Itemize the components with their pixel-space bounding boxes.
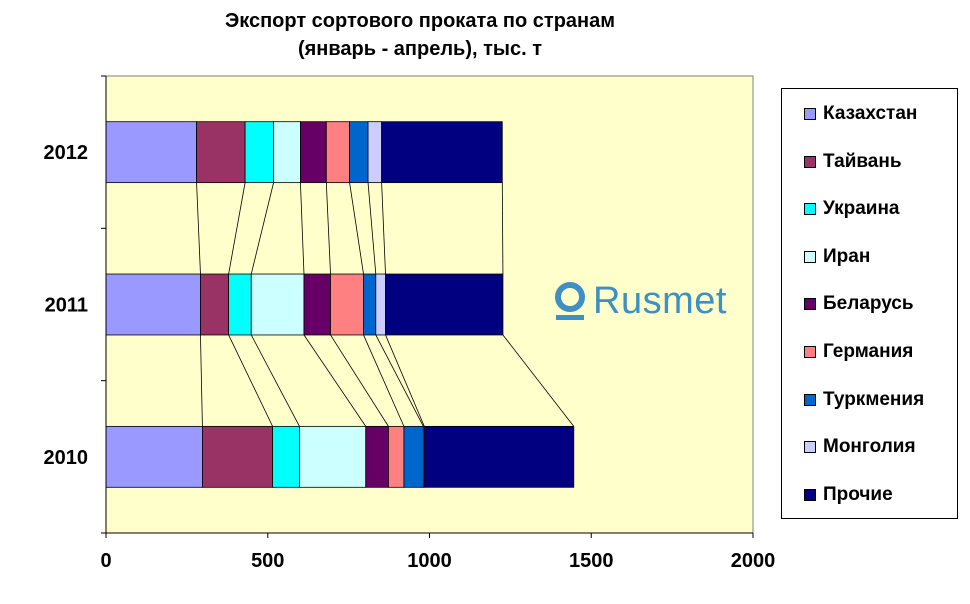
x-tick-label: 1500 [569,550,614,572]
bar-2010-series-5 [388,425,405,488]
series-line-2 [250,334,300,427]
legend-label: Германия [823,341,914,362]
legend-item: Германия [804,340,913,364]
legend-label: Украина [823,198,900,220]
legend: Казахстан Тайвань Украина Иран Беларусь Герма… [781,88,958,519]
series-line-7 [381,182,386,275]
series-line-6 [367,182,377,275]
legend-label: Тайвань [823,150,902,172]
bar-2011-series-3 [250,273,305,336]
legend-swatch [804,441,816,454]
series-line-8 [501,182,504,275]
series-line-0 [196,182,201,275]
legend-swatch [804,250,816,263]
bar-2012-series-0 [105,121,197,184]
bar-2010-series-4 [365,425,389,488]
bar-2010-series-0 [105,425,203,488]
series-line-5 [363,334,405,427]
legend-item: Украина [804,197,900,221]
x-axis-labels: 0 500 1000 1500 2000 [100,550,775,572]
legend-item: Иран [804,245,870,269]
rusmet-logo-icon [555,281,585,320]
legend-swatch [804,298,816,311]
bar-2011-series-5 [330,273,364,336]
bar-2012-series-7 [367,121,383,184]
legend-label: Туркмения [823,388,925,410]
bar-2010-series-6 [403,425,424,488]
legend-swatch [804,393,816,406]
bar-2012-series-8 [381,121,503,184]
series-line-6 [375,334,424,427]
legend-item: Казахстан [804,102,917,126]
logo-text: Rusmet [593,280,727,322]
y-tick-label: 2010 [44,447,89,469]
legend-item: Тайвань [804,150,902,174]
x-axis-ticks [105,533,754,538]
bar-2012-series-6 [349,121,369,184]
legend-label: Монголия [823,436,916,458]
bar-2012-series-3 [273,121,301,184]
bar-2010-series-3 [299,425,367,488]
series-line-2 [250,182,274,275]
series-line-3 [300,182,305,275]
y-axis-labels: 2012 2011 2010 [44,142,89,469]
series-line-0 [200,334,203,427]
bar-2010-series-1 [202,425,274,488]
x-tick-label: 500 [251,550,284,572]
bar-2011-series-4 [303,273,331,336]
chart-subtitle: (январь - апрель), тыс. т [297,38,543,60]
bar-2011-series-6 [363,273,377,336]
bar-2012-series-1 [196,121,246,184]
series-line-7 [385,334,425,427]
legend-item: Прочие [804,483,893,507]
legend-item: Беларусь [804,292,914,316]
series-line-1 [228,182,246,275]
legend-label: Иран [823,245,871,267]
bar-2012-series-4 [300,121,327,184]
bar-2012-series-2 [244,121,274,184]
y-tick-label: 2011 [45,295,88,317]
series-line-4 [330,334,389,427]
x-tick-label: 2000 [731,550,776,572]
series-line-1 [228,334,273,427]
y-axis-ticks [101,75,106,534]
bars [105,121,575,488]
series-line-5 [349,182,364,275]
series-line-8 [502,334,575,427]
legend-label: Прочие [823,483,893,505]
legend-label: Беларусь [823,293,914,315]
legend-swatch [804,108,816,120]
legend-swatch [804,203,816,216]
bar-2010-series-2 [272,425,300,488]
legend-item: Туркмения [804,388,924,412]
bar-2011-series-1 [200,273,230,336]
chart-title: Экспорт сортового проката по странам [224,10,616,32]
connector-lines [196,182,575,427]
legend-label: Казахстан [823,103,918,124]
bar-2010-series-8 [423,425,575,488]
bar-2011-series-2 [228,273,252,336]
x-tick-label: 1000 [407,550,452,572]
y-tick-label: 2012 [44,142,89,164]
bar-2011-series-7 [375,273,386,336]
rusmet-logo: Rusmet [553,280,727,323]
x-tick-label: 0 [100,550,111,572]
series-line-3 [303,334,367,427]
bar-2011-series-8 [385,273,504,336]
bar-2011-series-0 [105,273,201,336]
legend-swatch [804,488,816,501]
bar-2012-series-5 [325,121,350,184]
legend-swatch [804,346,816,358]
series-line-4 [325,182,331,275]
legend-item: Монголия [804,435,916,459]
legend-swatch [804,155,816,168]
